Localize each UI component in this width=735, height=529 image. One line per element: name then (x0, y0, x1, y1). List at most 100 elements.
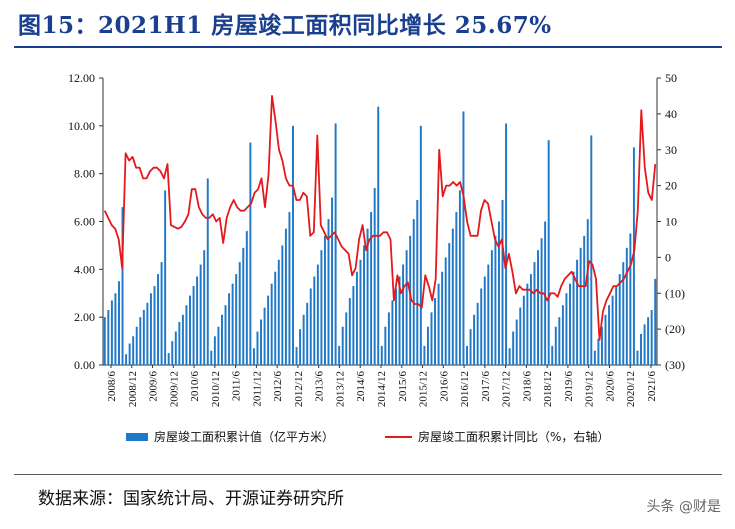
y-left-tick-label: 2.00 (74, 310, 95, 324)
x-tick-label: 2015/6 (397, 371, 409, 402)
y-right-tick-label: 50 (665, 71, 677, 85)
bar (228, 293, 231, 365)
bar (565, 293, 568, 365)
chart-title: 图15：2021H1 房屋竣工面积同比增长 25.67% (18, 12, 552, 39)
bar (632, 147, 635, 365)
bar (544, 221, 547, 365)
bar (118, 281, 120, 365)
x-tick-label: 2020/6 (605, 371, 617, 402)
bar (451, 228, 454, 365)
bar (533, 262, 536, 365)
bar (171, 341, 174, 365)
bar (220, 314, 223, 365)
bar (526, 283, 529, 365)
y-left-tick-label: 8.00 (74, 167, 95, 181)
bar (618, 274, 621, 365)
x-tick-label: 2018/6 (521, 371, 533, 402)
bar (256, 331, 259, 365)
bar (135, 326, 138, 365)
legend-bar-label: 房屋竣工面积累计值（亿平方米） (154, 429, 334, 444)
title-divider (14, 46, 722, 48)
bar (497, 221, 500, 365)
x-tick-label: 2017/6 (480, 371, 492, 402)
bar (295, 347, 298, 365)
bar (597, 338, 600, 365)
bar (515, 319, 518, 365)
bar (157, 274, 160, 365)
bar (625, 247, 628, 365)
bar (508, 348, 511, 365)
bar (608, 305, 611, 365)
bar (263, 307, 266, 365)
bar (110, 300, 113, 365)
bar (224, 305, 227, 365)
bar (178, 321, 181, 365)
bar (359, 259, 362, 365)
x-tick-label: 2011/12 (251, 371, 263, 407)
bar (146, 302, 149, 365)
bar (341, 326, 344, 365)
bar (196, 276, 199, 365)
bar (434, 298, 437, 365)
x-tick-label: 2016/6 (438, 371, 450, 402)
bar (590, 135, 593, 365)
bar (458, 190, 461, 365)
x-tick-label: 2021/6 (646, 371, 658, 402)
y-right-tick-label: 40 (665, 107, 677, 121)
bar (391, 300, 394, 365)
bar (529, 274, 532, 365)
bar (320, 250, 323, 365)
bar (281, 245, 284, 365)
y-left-tick-label: 0.00 (74, 358, 95, 372)
bar (277, 259, 280, 365)
bar (331, 197, 334, 365)
bar (142, 309, 145, 365)
bar (409, 235, 412, 365)
bar (355, 271, 358, 365)
bar (260, 319, 263, 365)
x-tick-label: 2010/6 (189, 371, 201, 402)
bar (192, 286, 195, 365)
bar (444, 257, 447, 365)
bar (299, 329, 302, 365)
bar (160, 262, 163, 365)
x-tick-label: 2012/6 (272, 371, 284, 402)
bar (540, 238, 543, 365)
bar (174, 331, 177, 365)
bar (345, 312, 348, 365)
bar (494, 235, 497, 365)
legend: 房屋竣工面积累计值（亿平方米） 房屋竣工面积累计同比（%，右轴） (126, 429, 609, 444)
x-tick-label: 2014/6 (355, 371, 367, 402)
bar (203, 250, 206, 365)
bar (185, 305, 188, 365)
bar (604, 314, 607, 365)
x-tick-labels: 2008/6 2008/12 2009/6 2009/12 2010/6 2010/12 2… (106, 365, 658, 407)
bar (561, 305, 564, 365)
bar (448, 243, 451, 365)
bar (366, 228, 369, 365)
bar (647, 317, 650, 365)
bar (199, 264, 202, 365)
bar (405, 250, 408, 365)
x-tick-label: 2020/12 (625, 371, 637, 407)
bar (537, 250, 540, 365)
bar (593, 350, 596, 365)
bar (103, 317, 106, 365)
x-tick-label: 2019/12 (584, 371, 596, 407)
bar (629, 233, 632, 365)
bar (490, 250, 493, 365)
bar (501, 199, 504, 365)
bar (476, 302, 479, 365)
bar (338, 345, 341, 365)
bar (249, 142, 252, 365)
x-tick-label: 2008/6 (106, 371, 118, 402)
bar (363, 245, 365, 365)
source-note: 数据来源：国家统计局、开源证券研究所 (38, 489, 344, 509)
x-tick-label: 2009/6 (148, 371, 160, 402)
bar (643, 324, 646, 365)
bar (583, 235, 586, 365)
bar (611, 295, 614, 365)
bar (313, 276, 316, 365)
bar (505, 123, 508, 365)
bar (327, 219, 330, 365)
